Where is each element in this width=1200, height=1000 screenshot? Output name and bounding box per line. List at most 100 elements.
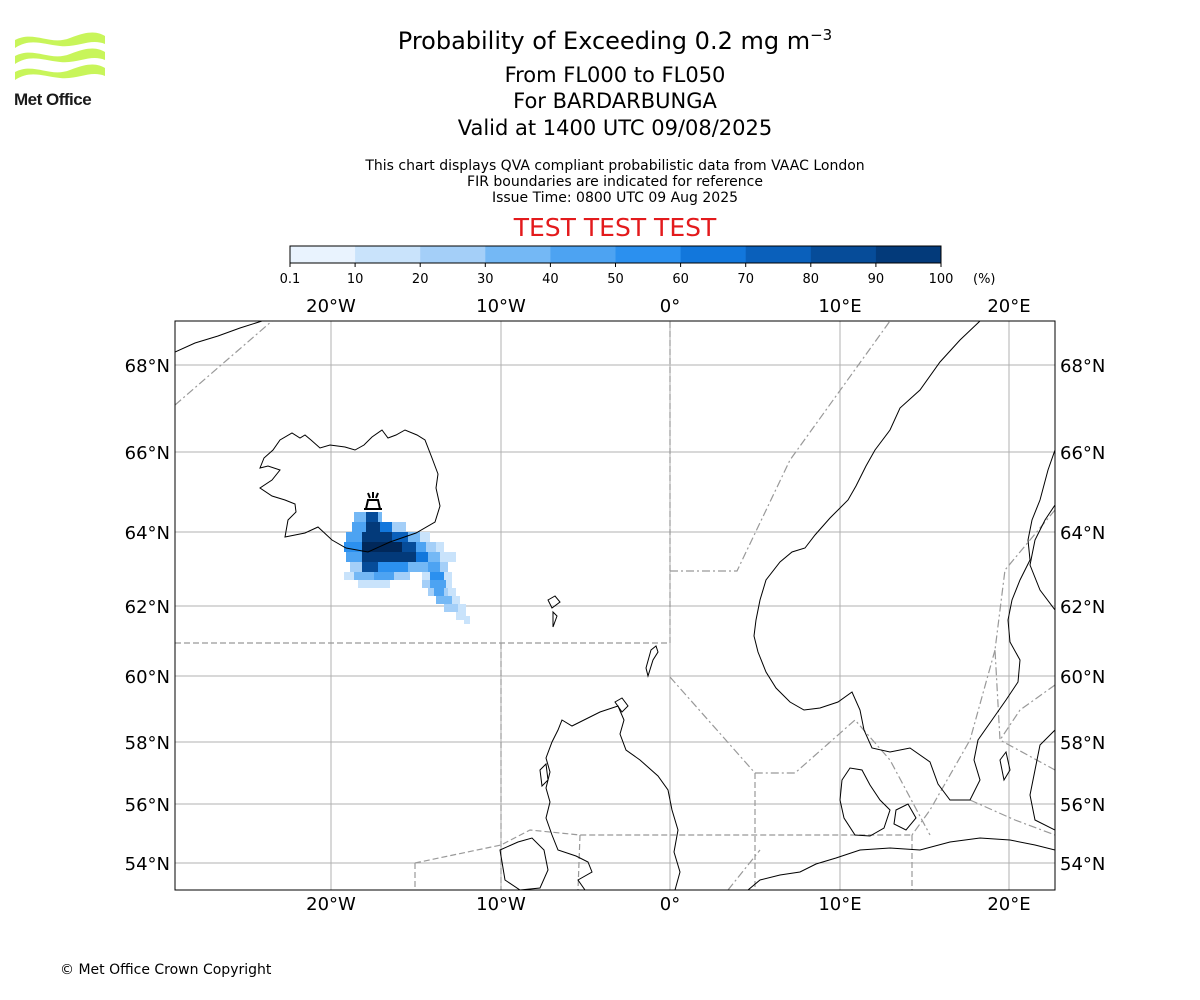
note-qva: This chart displays QVA compliant probab… bbox=[365, 158, 865, 174]
copyright: © Met Office Crown Copyright bbox=[60, 962, 272, 978]
plume-cell bbox=[408, 562, 428, 572]
plume-cell bbox=[428, 552, 440, 562]
plume-cell bbox=[456, 612, 466, 620]
longitude-label: 10°W bbox=[476, 894, 526, 915]
latitude-label: 64°N bbox=[1060, 523, 1105, 544]
latitude-label: 68°N bbox=[1060, 356, 1105, 377]
latitude-label: 62°N bbox=[125, 597, 170, 618]
latitude-label: 56°N bbox=[125, 795, 170, 816]
plume-cell bbox=[430, 580, 446, 588]
colorbar-tick-label: 30 bbox=[477, 272, 494, 287]
latitude-label: 62°N bbox=[1060, 597, 1105, 618]
plume-cell bbox=[346, 552, 362, 562]
issue-time: Issue Time: 0800 UTC 09 Aug 2025 bbox=[491, 190, 739, 206]
longitude-label: 0° bbox=[660, 894, 680, 915]
plume-cell bbox=[366, 522, 380, 532]
note-fir: FIR boundaries are indicated for referen… bbox=[467, 174, 763, 190]
plume-cell bbox=[362, 542, 402, 552]
plume-cell bbox=[436, 542, 444, 552]
valid-time: Valid at 1400 UTC 09/08/2025 bbox=[457, 116, 773, 140]
plume-cell bbox=[402, 542, 416, 552]
map: 20°W 20°W 10°W 10°W 0° 0° 10°E 10°E 20°E 20°E 68°N… bbox=[125, 296, 1106, 915]
latitude-label: 54°N bbox=[1060, 854, 1105, 875]
plume-cell bbox=[430, 572, 444, 580]
colorbar-tick-label: 50 bbox=[607, 272, 624, 287]
plume-cell bbox=[446, 580, 452, 588]
colorbar-segment bbox=[680, 246, 747, 263]
colorbar-tick-label: 10 bbox=[347, 272, 364, 287]
plume-cell bbox=[346, 532, 366, 542]
plume-cell bbox=[378, 562, 408, 572]
plume-cell bbox=[422, 572, 430, 580]
volcano-icon bbox=[364, 492, 382, 510]
plume-cell bbox=[436, 596, 452, 604]
longitude-label: 20°E bbox=[987, 296, 1030, 317]
colorbar-segment bbox=[485, 246, 551, 263]
plume-cell bbox=[458, 604, 466, 612]
met-office-logo-icon bbox=[15, 32, 105, 80]
flight-level-range: From FL000 to FL050 bbox=[504, 63, 726, 87]
plume-cell bbox=[420, 532, 430, 542]
plume-cell bbox=[366, 512, 378, 522]
colorbar-tick-label: 40 bbox=[542, 272, 559, 287]
colorbar-tick-label: 70 bbox=[737, 272, 754, 287]
longitude-label: 20°E bbox=[987, 894, 1030, 915]
plume-cell bbox=[428, 562, 440, 572]
ash-probability-plume bbox=[344, 512, 470, 624]
fir-boundaries bbox=[175, 321, 1055, 890]
latitude-label: 58°N bbox=[1060, 733, 1105, 754]
plume-cell bbox=[362, 532, 392, 542]
latitude-label: 58°N bbox=[125, 733, 170, 754]
plume-cell bbox=[452, 596, 460, 604]
colorbar-segment bbox=[420, 246, 486, 263]
chart-title: Probability of Exceeding 0.2 mg m−3 bbox=[397, 26, 833, 55]
plume-cell bbox=[344, 572, 354, 580]
colorbar-segment bbox=[745, 246, 812, 263]
plume-cell bbox=[380, 522, 392, 532]
plume-cell bbox=[362, 562, 378, 572]
colorbar-tick-label: 90 bbox=[868, 272, 885, 287]
plume-cell bbox=[464, 616, 470, 624]
longitude-label: 20°W bbox=[306, 296, 356, 317]
plume-cell bbox=[426, 542, 436, 552]
plume-cell bbox=[392, 532, 408, 542]
test-banner: TEST TEST TEST bbox=[513, 213, 717, 242]
plume-cell bbox=[444, 572, 452, 580]
plume-cell bbox=[450, 552, 456, 562]
plume-cell bbox=[362, 552, 416, 562]
plume-cell bbox=[416, 552, 428, 562]
latitude-label: 66°N bbox=[125, 443, 170, 464]
longitude-label: 10°E bbox=[818, 894, 861, 915]
longitude-label: 10°W bbox=[476, 296, 526, 317]
volcano-name: For BARDARBUNGA bbox=[513, 89, 717, 113]
colorbar-segment bbox=[875, 246, 942, 263]
plume-cell bbox=[440, 562, 448, 572]
latitude-label: 68°N bbox=[125, 356, 170, 377]
plume-cell bbox=[392, 522, 406, 532]
plume-cell bbox=[374, 572, 394, 580]
plume-cell bbox=[358, 580, 390, 588]
latitude-label: 60°N bbox=[125, 667, 170, 688]
plume-cell bbox=[408, 532, 420, 542]
colorbar-segment bbox=[550, 246, 616, 263]
colorbar-tick-label: 60 bbox=[672, 272, 689, 287]
longitude-label: 10°E bbox=[818, 296, 861, 317]
plume-cell bbox=[434, 588, 444, 596]
longitude-label: 0° bbox=[660, 296, 680, 317]
latitude-label: 66°N bbox=[1060, 443, 1105, 464]
colorbar-tick-label: 20 bbox=[412, 272, 429, 287]
latitude-label: 54°N bbox=[125, 854, 170, 875]
latitude-label: 56°N bbox=[1060, 795, 1105, 816]
plume-cell bbox=[416, 542, 426, 552]
logo-text: Met Office bbox=[14, 90, 92, 109]
colorbar-segment bbox=[355, 246, 421, 263]
plume-cell bbox=[440, 552, 450, 562]
colorbar-segment bbox=[615, 246, 682, 263]
plume-cell bbox=[344, 542, 362, 552]
plume-cell bbox=[444, 604, 458, 612]
coastlines bbox=[175, 321, 1055, 890]
colorbar-unit: (%) bbox=[973, 272, 996, 287]
colorbar: 0.1 10 20 30 40 50 60 70 80 90 100 (%) bbox=[280, 245, 996, 287]
colorbar-tick-label: 80 bbox=[803, 272, 820, 287]
plume-cell bbox=[354, 572, 374, 580]
